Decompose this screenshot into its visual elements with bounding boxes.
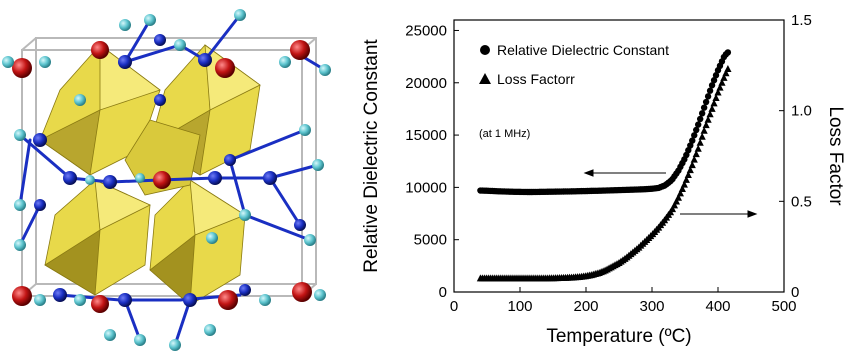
data-point-dielectric [698, 110, 706, 117]
data-point-dielectric [689, 137, 696, 144]
data-point-dielectric [696, 115, 704, 123]
data-point-dielectric [712, 72, 720, 79]
measurement-frequency-note: (at 1 MHz) [479, 128, 530, 140]
data-point-dielectric [702, 98, 710, 106]
data-point-loss [688, 161, 696, 169]
data-point-loss [698, 132, 706, 140]
y-tick-label: 25000 [405, 22, 447, 39]
data-point-loss [682, 175, 690, 183]
data-point-dielectric [691, 132, 698, 139]
y-tick-label: 20000 [405, 75, 447, 92]
data-point-loss [678, 185, 686, 193]
y2-tick-label: 0 [791, 284, 799, 301]
dielectric-chart: 0 100 200 300 400 500 0 5000 10000 15000 20000 250… [361, 12, 846, 347]
data-point-loss [710, 99, 718, 107]
x-axis-ticks: 0 100 200 300 400 500 [450, 287, 797, 315]
series-layer [476, 49, 732, 282]
data-point-loss [706, 110, 714, 118]
legend-label-loss: Loss Factorr [497, 71, 575, 87]
data-point-dielectric [706, 87, 714, 94]
data-point-loss [700, 126, 708, 134]
data-point-dielectric [708, 82, 716, 89]
data-point-dielectric [700, 104, 708, 111]
axis-arrows [583, 169, 758, 218]
series-dielectric-constant [477, 49, 732, 196]
data-point-dielectric [695, 121, 702, 128]
data-point-loss [680, 180, 688, 188]
legend: Relative Dielectric Constant Loss Factor… [479, 42, 669, 87]
data-point-loss [696, 138, 704, 146]
data-point-loss [686, 166, 694, 174]
crystal-structure-image [2, 9, 331, 351]
data-point-dielectric [710, 77, 718, 84]
y-tick-label: 10000 [405, 179, 447, 196]
data-point-loss [718, 78, 726, 86]
data-point-loss [690, 155, 698, 163]
x-tick-label: 300 [639, 298, 664, 315]
blue-atoms [33, 34, 306, 307]
y-tick-label: 5000 [414, 232, 447, 249]
data-point-loss [714, 88, 722, 96]
cyan-atoms [2, 9, 331, 351]
data-point-dielectric [704, 93, 712, 100]
y-axis-ticks: 0 5000 10000 15000 20000 25000 [405, 22, 459, 301]
x-tick-label: 400 [705, 298, 730, 315]
data-point-loss [684, 171, 692, 179]
x-tick-label: 500 [771, 298, 796, 315]
series-loss-factor [476, 64, 732, 282]
data-point-loss [674, 193, 682, 201]
x-tick-label: 100 [507, 298, 532, 315]
arrow-head-left [583, 169, 594, 177]
y2-axis-title: Loss Factor [825, 106, 846, 206]
data-point-loss [670, 201, 679, 209]
arrow-head-right [747, 210, 758, 218]
data-point-loss [704, 115, 712, 123]
data-point-loss [708, 104, 716, 112]
y-tick-label: 15000 [405, 127, 447, 144]
plot-frame [453, 19, 785, 293]
data-point-loss [722, 69, 730, 77]
data-point-loss [672, 197, 681, 205]
legend-label-dielectric: Relative Dielectric Constant [497, 42, 669, 58]
data-point-loss [720, 73, 728, 81]
x-tick-label: 0 [450, 298, 458, 315]
data-point-dielectric [724, 49, 732, 56]
legend-marker-loss [479, 73, 491, 84]
legend-marker-dielectric [480, 45, 490, 55]
data-point-loss [712, 93, 720, 101]
data-point-loss [692, 150, 700, 158]
x-tick-label: 200 [573, 298, 598, 315]
octahedra-layer [39, 44, 261, 306]
data-point-loss [676, 189, 684, 197]
data-point-loss [716, 83, 724, 91]
y2-axis-ticks: 0 0.5 1.0 1.5 [779, 12, 812, 301]
x-axis-title: Temperature (ºC) [546, 326, 691, 347]
y2-tick-label: 0.5 [791, 193, 812, 210]
data-point-loss [694, 144, 702, 152]
data-point-dielectric [687, 142, 694, 149]
data-point-dielectric [693, 126, 700, 134]
data-point-loss [702, 121, 710, 129]
y2-tick-label: 1.0 [791, 103, 812, 120]
data-point-loss [668, 205, 677, 213]
red-atoms [12, 40, 312, 313]
y-axis-title: Relative Dielectric Constant [361, 39, 382, 273]
y-tick-label: 0 [439, 284, 447, 301]
data-point-loss [724, 64, 732, 72]
y2-tick-label: 1.5 [791, 12, 812, 29]
